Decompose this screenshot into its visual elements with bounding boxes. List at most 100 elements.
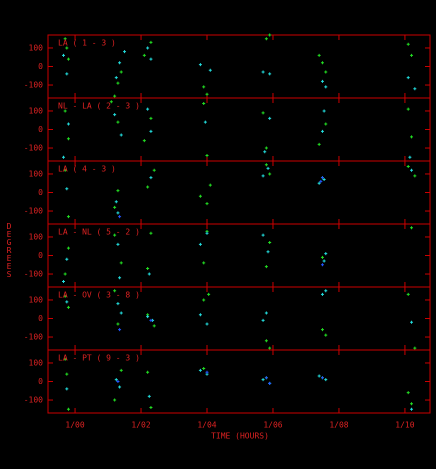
data-point — [205, 231, 209, 235]
data-point — [149, 405, 153, 409]
data-point — [63, 357, 67, 361]
data-point — [410, 168, 414, 172]
data-point — [261, 318, 265, 322]
data-point — [118, 215, 122, 219]
data-point — [66, 246, 70, 250]
data-point — [266, 166, 270, 170]
data-point — [324, 252, 328, 256]
data-point — [320, 255, 324, 259]
data-point — [118, 328, 122, 332]
data-point — [149, 231, 153, 235]
data-point — [264, 265, 268, 269]
y-tick-label: 100 — [29, 358, 44, 367]
data-point — [261, 70, 265, 74]
data-point — [322, 259, 326, 263]
data-point — [113, 289, 117, 293]
data-point — [320, 176, 324, 180]
data-point — [320, 61, 324, 65]
data-point — [116, 120, 120, 124]
data-point — [63, 109, 67, 113]
panel-label: LA ( 1 - 3 ) — [58, 39, 116, 48]
data-point — [146, 266, 150, 270]
data-point — [264, 163, 268, 167]
data-point — [63, 37, 67, 41]
data-point — [62, 53, 66, 57]
data-point — [65, 300, 69, 304]
data-point — [202, 261, 206, 265]
data-point — [324, 70, 328, 74]
data-point — [149, 116, 153, 120]
data-point — [406, 292, 410, 296]
y-tick-label: 100 — [29, 295, 44, 304]
data-point — [116, 81, 120, 85]
y-tick-label: 100 — [29, 43, 44, 52]
data-point — [147, 272, 151, 276]
data-point — [406, 165, 410, 169]
data-point — [119, 311, 123, 315]
data-point — [322, 109, 326, 113]
data-point — [413, 346, 417, 350]
data-point — [66, 305, 70, 309]
data-point — [205, 92, 209, 96]
y-tick-label: 100 — [29, 232, 44, 241]
data-point — [66, 122, 70, 126]
data-point — [324, 333, 328, 337]
data-point — [116, 242, 120, 246]
data-point — [268, 72, 272, 76]
data-point — [202, 102, 206, 106]
data-point — [261, 378, 265, 382]
y-tick-label: 0 — [38, 377, 43, 386]
data-point — [152, 324, 156, 328]
y-tick-label: -100 — [24, 270, 43, 279]
data-point — [114, 378, 118, 382]
data-point — [142, 53, 146, 57]
panel-label: LA - NL ( 5 - 2 ) — [58, 228, 140, 237]
data-point — [324, 289, 328, 293]
data-point — [65, 387, 69, 391]
data-point — [406, 76, 410, 80]
panel-label: LA - PT ( 9 - 3 ) — [58, 354, 140, 363]
data-point — [208, 183, 212, 187]
y-tick-label: 0 — [38, 188, 43, 197]
data-point — [319, 179, 323, 183]
x-tick-label: 1/00 — [65, 421, 84, 430]
data-point — [198, 194, 202, 198]
data-point — [66, 137, 70, 141]
data-point — [410, 226, 414, 230]
data-point — [63, 168, 67, 172]
y-tick-label: -100 — [24, 396, 43, 405]
panel-label: NL - LA ( 2 - 3 ) — [58, 102, 140, 111]
data-point — [324, 122, 328, 126]
data-point — [66, 407, 70, 411]
data-point — [119, 368, 123, 372]
data-point — [410, 53, 414, 57]
data-point — [114, 76, 118, 80]
y-tick-label: -100 — [24, 81, 43, 90]
data-point — [146, 46, 150, 50]
data-point — [198, 313, 202, 317]
data-point — [113, 398, 117, 402]
data-point — [119, 261, 123, 265]
data-point — [410, 407, 414, 411]
data-point — [149, 40, 153, 44]
data-point — [208, 68, 212, 72]
data-point — [119, 70, 123, 74]
data-point — [149, 57, 153, 61]
data-point — [408, 155, 412, 159]
data-point — [263, 150, 267, 154]
data-point — [65, 72, 69, 76]
data-point — [205, 153, 209, 157]
data-point — [65, 187, 69, 191]
data-point — [198, 63, 202, 67]
data-point — [116, 189, 120, 193]
panel-label: LA ( 4 - 3 ) — [58, 165, 116, 174]
data-point — [207, 292, 211, 296]
data-point — [149, 129, 153, 133]
data-point — [147, 394, 151, 398]
data-point — [410, 402, 414, 406]
data-point — [198, 368, 202, 372]
data-point — [65, 46, 69, 50]
y-tick-label: 100 — [29, 169, 44, 178]
